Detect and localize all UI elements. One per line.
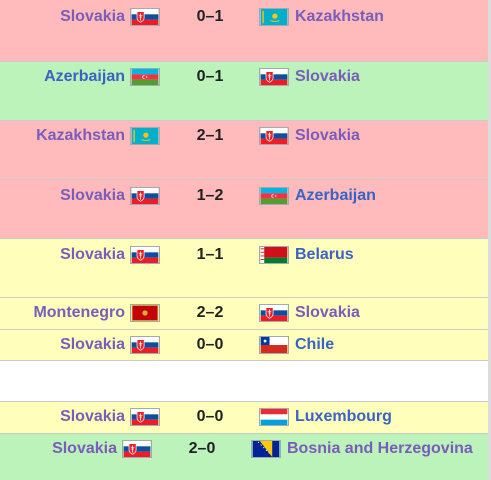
match-row: Slovakia 0–0 Luxembourg <box>0 401 488 433</box>
home-team-link[interactable]: Slovakia <box>60 8 125 25</box>
azerbaijan-flag-icon <box>259 187 289 205</box>
match-row: Slovakia 1–2 Azerbaijan <box>0 179 488 238</box>
slovakia-flag-icon <box>259 68 289 86</box>
slovakia-flag-icon <box>130 336 160 354</box>
match-row: Kazakhstan 2–1 Slovakia <box>0 120 488 179</box>
match-score: 0–0 <box>196 408 224 425</box>
match-row: Azerbaijan 0–1 Slovakia <box>0 61 488 120</box>
bosnia-flag-icon <box>251 440 281 458</box>
home-team-link[interactable]: Slovakia <box>60 408 125 425</box>
away-team-link[interactable]: Slovakia <box>295 304 360 321</box>
away-team-link[interactable]: Chile <box>295 336 335 353</box>
match-row: Slovakia 0–0 Chile <box>0 329 488 360</box>
home-team-link[interactable]: Montenegro <box>33 304 125 321</box>
home-team-link[interactable]: Slovakia <box>60 336 125 353</box>
away-team-link[interactable]: Bosnia and Herzegovina <box>287 440 473 457</box>
match-row: Slovakia 1–1 Belarus <box>0 238 488 297</box>
azerbaijan-flag-icon <box>130 68 160 86</box>
slovakia-flag-icon <box>130 187 160 205</box>
home-team-link[interactable]: Kazakhstan <box>36 127 125 144</box>
match-score: 2–1 <box>196 127 224 144</box>
slovakia-flag-icon <box>259 127 289 145</box>
slovakia-flag-icon <box>122 440 152 458</box>
luxembourg-flag-icon <box>259 408 289 426</box>
match-row: Slovakia 2–0 Bosnia and Herzegovina <box>0 433 488 480</box>
kazakhstan-flag-icon <box>130 127 160 145</box>
section-gap <box>0 360 491 402</box>
away-team-link[interactable]: Luxembourg <box>295 408 392 425</box>
home-team-link[interactable]: Slovakia <box>52 440 117 457</box>
right-column-edge <box>488 0 491 480</box>
match-row: Montenegro 2–2 Slovakia <box>0 297 488 329</box>
match-score: 0–1 <box>196 68 224 85</box>
montenegro-flag-icon <box>130 304 160 322</box>
home-team-link[interactable]: Azerbaijan <box>44 68 125 85</box>
away-team-link[interactable]: Kazakhstan <box>295 8 384 25</box>
home-team-link[interactable]: Slovakia <box>60 187 125 204</box>
match-score: 1–2 <box>196 187 224 204</box>
away-team-link[interactable]: Slovakia <box>295 127 360 144</box>
away-team-link[interactable]: Azerbaijan <box>295 187 376 204</box>
kazakhstan-flag-icon <box>259 8 289 26</box>
match-score: 0–0 <box>196 336 224 353</box>
match-score: 0–1 <box>196 8 224 25</box>
belarus-flag-icon <box>259 246 289 264</box>
slovakia-flag-icon <box>130 408 160 426</box>
away-team-link[interactable]: Slovakia <box>295 68 360 85</box>
home-team-link[interactable]: Slovakia <box>60 246 125 263</box>
slovakia-flag-icon <box>130 8 160 26</box>
match-score: 1–1 <box>196 246 224 263</box>
match-score: 2–2 <box>196 304 224 321</box>
slovakia-flag-icon <box>130 246 160 264</box>
away-team-link[interactable]: Belarus <box>295 246 354 263</box>
match-score: 2–0 <box>188 440 216 457</box>
slovakia-flag-icon <box>259 304 289 322</box>
chile-flag-icon <box>259 336 289 354</box>
match-row: Slovakia 0–1 Kazakhstan <box>0 0 488 61</box>
